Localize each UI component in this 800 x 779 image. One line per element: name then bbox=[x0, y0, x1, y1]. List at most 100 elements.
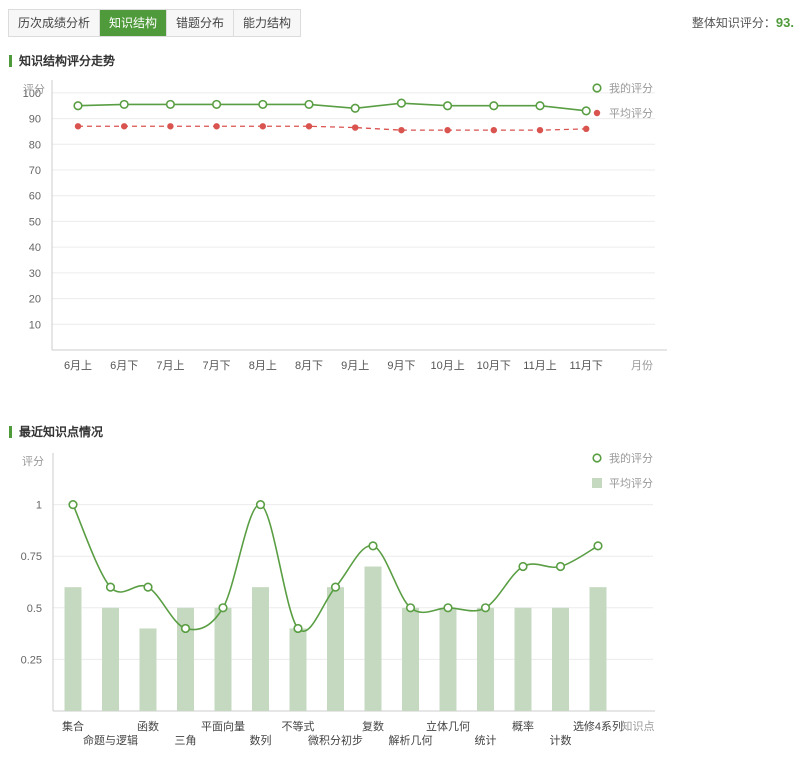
y-tick-label: 1 bbox=[36, 500, 42, 512]
x-tick-label: 集合 bbox=[62, 719, 84, 733]
y-tick-label: 80 bbox=[29, 139, 41, 151]
avg-score-bar bbox=[477, 607, 494, 711]
my-score-point bbox=[405, 603, 416, 613]
y-tick-label: 20 bbox=[29, 294, 41, 306]
avg-score-point bbox=[352, 124, 359, 131]
x-tick-label: 9月上 bbox=[341, 359, 369, 372]
x-tick-label: 微积分初步 bbox=[308, 733, 363, 747]
y-tick-label: 90 bbox=[29, 114, 41, 126]
legend-label-my-score: 我的评分 bbox=[609, 451, 653, 465]
x-tick-label: 9月下 bbox=[387, 360, 415, 372]
avg-score-bar bbox=[364, 566, 382, 711]
my-score-point bbox=[350, 103, 360, 113]
y-tick-label: 0.5 bbox=[27, 603, 42, 615]
avg-score-bar bbox=[402, 607, 419, 711]
avg-score-bar bbox=[214, 607, 232, 711]
x-tick-label: 命题与逻辑 bbox=[83, 733, 138, 747]
section-title-recent: 最近知识点情况 bbox=[9, 426, 103, 438]
x-tick-label: 数列 bbox=[250, 733, 272, 747]
my-score-point bbox=[293, 623, 303, 634]
my-score-point bbox=[368, 541, 378, 551]
avg-score-point bbox=[583, 125, 590, 133]
y-tick-label: 50 bbox=[29, 216, 41, 228]
my-score-point bbox=[68, 500, 78, 510]
avg-score-point bbox=[213, 123, 220, 130]
tab-ability-structure[interactable]: 能力结构 bbox=[234, 10, 301, 36]
legend-marker-avg-score bbox=[592, 478, 602, 488]
x-tick-label: 计数 bbox=[550, 734, 572, 747]
x-tick-label: 概率 bbox=[512, 719, 534, 733]
my-score-point bbox=[218, 603, 228, 613]
x-tick-label: 统计 bbox=[475, 734, 497, 747]
avg-score-bar bbox=[439, 607, 457, 711]
my-score-point bbox=[304, 99, 314, 110]
my-score-point bbox=[518, 561, 528, 572]
x-tick-label: 8月上 bbox=[249, 359, 277, 372]
my-score-point bbox=[255, 500, 266, 510]
x-tick-label: 选修4系列 bbox=[573, 719, 623, 733]
x-axis-title: 知识点 bbox=[622, 719, 655, 733]
series-line-avg-score bbox=[78, 125, 587, 131]
avg-score-point bbox=[74, 123, 82, 130]
avg-score-bar bbox=[102, 607, 119, 711]
series-line-my-score bbox=[72, 503, 599, 632]
avg-score-point bbox=[536, 126, 544, 134]
overall-score: 整体知识评分：93. bbox=[692, 14, 794, 31]
x-tick-label: 10月上 bbox=[430, 359, 464, 372]
avg-score-bar bbox=[514, 607, 532, 711]
y-tick-label: 0.75 bbox=[21, 551, 42, 563]
legend-label-my-score: 我的评分 bbox=[609, 81, 653, 95]
my-score-point bbox=[535, 101, 545, 111]
my-score-point bbox=[555, 561, 566, 572]
x-axis-title: 月份 bbox=[631, 359, 653, 372]
x-tick-label: 不等式 bbox=[282, 719, 315, 733]
x-tick-label: 平面向量 bbox=[201, 719, 245, 733]
legend-label-avg-score: 平均评分 bbox=[609, 477, 653, 490]
avg-score-bar bbox=[589, 587, 607, 711]
y-tick-label: 40 bbox=[29, 242, 41, 254]
x-tick-label: 6月下 bbox=[110, 360, 138, 372]
x-tick-label: 10月下 bbox=[477, 360, 511, 372]
my-score-point bbox=[489, 101, 499, 111]
my-score-point bbox=[330, 582, 341, 592]
tab-history-analysis[interactable]: 历次成绩分析 bbox=[9, 10, 101, 36]
x-tick-label: 11月上 bbox=[523, 359, 556, 372]
x-tick-label: 8月下 bbox=[295, 360, 323, 372]
my-score-point bbox=[165, 99, 175, 110]
legend-label-avg-score: 平均评分 bbox=[609, 107, 653, 120]
avg-score-bar bbox=[177, 607, 194, 711]
my-score-point bbox=[105, 582, 116, 592]
my-score-point bbox=[443, 101, 453, 111]
avg-score-point bbox=[259, 123, 266, 130]
legend-marker-avg-score bbox=[593, 109, 601, 117]
x-tick-label: 复数 bbox=[362, 719, 384, 733]
x-tick-label: 7月下 bbox=[203, 360, 231, 372]
y-tick-label: 10 bbox=[29, 319, 41, 331]
tab-error-distribution[interactable]: 错题分布 bbox=[167, 10, 235, 36]
avg-score-bar bbox=[289, 628, 307, 711]
tab-bar: 历次成绩分析 知识结构 错题分布 能力结构 bbox=[8, 9, 302, 37]
legend-marker-my-score bbox=[592, 83, 602, 93]
avg-score-point bbox=[444, 126, 451, 134]
tab-knowledge-structure[interactable]: 知识结构 bbox=[100, 10, 168, 36]
y-axis-title: 评分 bbox=[22, 455, 44, 468]
my-score-point bbox=[593, 541, 603, 551]
my-score-point bbox=[180, 623, 191, 634]
overall-score-label: 整体知识评分： bbox=[691, 16, 776, 30]
avg-score-point bbox=[305, 123, 313, 130]
x-tick-label: 函数 bbox=[137, 720, 159, 733]
my-score-point bbox=[443, 603, 453, 613]
my-score-point bbox=[212, 99, 222, 110]
my-score-point bbox=[119, 99, 129, 110]
series-line-my-score bbox=[77, 102, 587, 112]
y-axis-title: 评分 bbox=[23, 83, 45, 96]
y-tick-label: 0.25 bbox=[21, 654, 42, 666]
my-score-point bbox=[396, 98, 407, 108]
y-tick-label: 100 bbox=[23, 88, 41, 100]
section-title-trend: 知识结构评分走势 bbox=[9, 55, 115, 67]
x-tick-label: 6月上 bbox=[64, 359, 92, 372]
overall-score-value: 93. bbox=[775, 15, 794, 30]
legend-marker-my-score bbox=[592, 453, 602, 463]
my-score-point bbox=[480, 603, 491, 613]
